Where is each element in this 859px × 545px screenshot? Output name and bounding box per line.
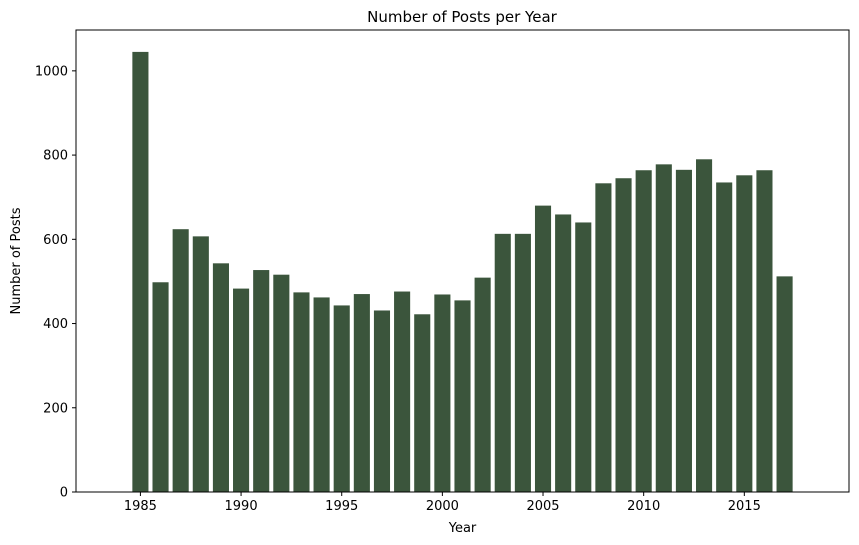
- bar-2014: [716, 182, 733, 492]
- bars-group: [132, 51, 793, 493]
- y-tick-label: 400: [43, 317, 68, 332]
- bar-1999: [414, 314, 431, 492]
- x-tick-label: 2000: [426, 499, 459, 514]
- y-tick-label: 0: [60, 486, 68, 501]
- bar-2003: [494, 233, 511, 492]
- bar-1991: [253, 270, 270, 492]
- bar-1998: [394, 291, 411, 492]
- y-tick-label: 800: [43, 149, 68, 164]
- bar-2016: [756, 170, 773, 493]
- y-tick-label: 600: [43, 233, 68, 248]
- x-tick-label: 1990: [225, 499, 258, 514]
- bar-2017: [776, 276, 793, 492]
- bar-2007: [575, 222, 592, 492]
- x-tick-label: 1985: [124, 499, 157, 514]
- bar-1996: [353, 294, 370, 492]
- bar-1992: [273, 274, 290, 492]
- y-axis-ticks: 0 200 400 600 800 1000: [35, 64, 76, 501]
- bar-2000: [434, 294, 451, 492]
- y-tick-label: 200: [43, 401, 68, 416]
- x-tick-label: 2015: [728, 499, 761, 514]
- bar-1995: [333, 305, 350, 492]
- bar-1990: [233, 288, 250, 492]
- bar-1986: [152, 282, 169, 492]
- bar-2012: [675, 169, 692, 492]
- bar-2002: [474, 277, 491, 492]
- bar-2005: [534, 205, 552, 492]
- bar-1985: [132, 51, 149, 493]
- bar-2015: [736, 175, 753, 493]
- x-tick-label: 2005: [526, 499, 559, 514]
- bar-1997: [373, 310, 391, 492]
- bar-1994: [313, 297, 330, 492]
- bar-2010: [635, 170, 652, 493]
- chart-title: Number of Posts per Year: [367, 8, 557, 26]
- bar-1993: [293, 292, 310, 492]
- bar-2008: [595, 183, 612, 493]
- bar-2006: [555, 214, 572, 492]
- bar-2013: [696, 159, 713, 493]
- bar-1988: [192, 236, 209, 492]
- bar-2001: [454, 300, 471, 492]
- plot-frame: [75, 29, 850, 493]
- x-axis-title: Year: [448, 521, 477, 536]
- y-axis-title: Number of Posts: [9, 207, 24, 314]
- bar-2011: [655, 164, 672, 492]
- bar-2004: [514, 233, 531, 492]
- x-axis-ticks: 1985 1990 1995 2000 2005 2010 2015: [124, 492, 761, 514]
- x-tick-label: 1995: [325, 499, 358, 514]
- bar-1987: [172, 229, 189, 492]
- bar-2009: [615, 178, 632, 493]
- y-tick-label: 1000: [35, 64, 68, 79]
- x-tick-label: 2010: [627, 499, 660, 514]
- bar-1989: [212, 263, 229, 492]
